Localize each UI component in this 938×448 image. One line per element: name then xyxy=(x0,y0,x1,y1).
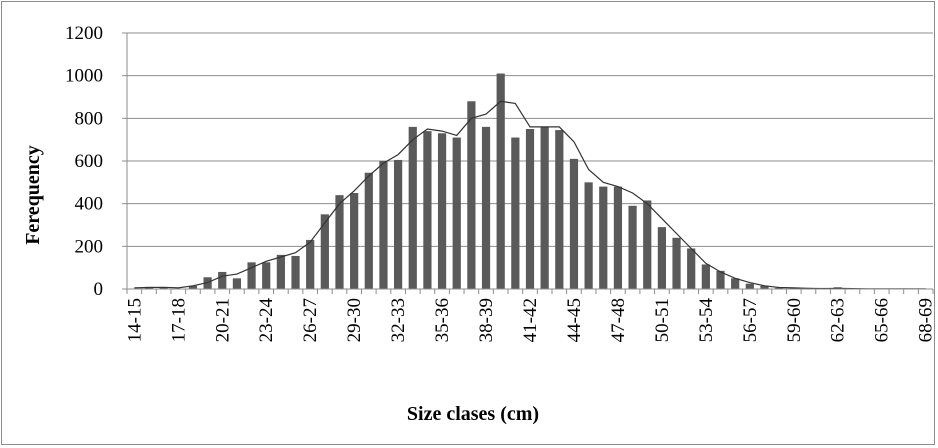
x-tick-label: 59-60 xyxy=(784,298,805,342)
bar xyxy=(408,126,417,289)
x-tick-label: 62-63 xyxy=(828,298,849,342)
bar xyxy=(320,214,329,289)
trend-line-layer xyxy=(134,100,926,290)
x-tick-label: 53-54 xyxy=(696,298,717,343)
y-tick-label: 0 xyxy=(94,279,104,300)
bar xyxy=(540,126,549,289)
bar xyxy=(672,237,681,289)
bar xyxy=(628,205,637,289)
bar xyxy=(555,130,564,289)
y-axis-title: Ferequency xyxy=(22,145,44,245)
y-tick-labels: 0 200 400 600 800 1000 1200 xyxy=(65,23,103,300)
x-tick-label: 38-39 xyxy=(476,298,497,342)
x-tick-label: 47-48 xyxy=(608,298,629,342)
bar xyxy=(525,129,535,289)
y-tick-label: 1200 xyxy=(65,23,103,44)
bar xyxy=(335,195,344,289)
bar xyxy=(262,262,271,289)
x-tick-label: 26-27 xyxy=(300,298,321,342)
x-tick-label: 50-51 xyxy=(652,298,673,342)
bar xyxy=(247,262,256,289)
x-tick-label: 65-66 xyxy=(872,298,893,342)
bar xyxy=(760,285,769,289)
bar xyxy=(569,158,579,289)
bar xyxy=(731,278,740,289)
trend-line xyxy=(134,100,926,290)
x-axis-title: Size clases (cm) xyxy=(407,403,539,425)
bar xyxy=(613,186,623,289)
bar xyxy=(276,254,285,289)
bar xyxy=(306,239,315,289)
bars xyxy=(130,73,930,290)
x-tick-label: 32-33 xyxy=(388,298,409,342)
bar xyxy=(291,255,300,289)
x-tick-label: 56-57 xyxy=(740,298,761,342)
bar xyxy=(188,285,198,289)
x-tick-labels: 14-15 17-18 20-21 23-24 26-27 29-30 32-33 35-36… xyxy=(124,298,936,343)
y-tick-label: 600 xyxy=(75,151,104,172)
gridlines xyxy=(127,32,933,247)
bar xyxy=(394,159,403,289)
bar xyxy=(452,137,461,289)
bar xyxy=(745,283,754,289)
bar xyxy=(481,126,491,289)
x-tick-label: 35-36 xyxy=(432,298,453,342)
bar xyxy=(159,287,168,289)
x-tick-label: 29-30 xyxy=(344,298,365,342)
x-tick-label: 44-45 xyxy=(564,298,585,342)
bar xyxy=(701,264,710,289)
x-tick-label: 14-15 xyxy=(124,298,145,342)
bar xyxy=(364,172,373,289)
bar xyxy=(511,137,520,289)
bar xyxy=(687,248,696,289)
bar xyxy=(657,227,666,289)
bar xyxy=(775,287,784,289)
x-tick-label: 68-69 xyxy=(916,298,937,342)
x-tick-label: 23-24 xyxy=(256,298,277,343)
bar xyxy=(716,270,725,289)
x-tick-label: 17-18 xyxy=(168,298,189,342)
bar xyxy=(643,200,652,289)
bar xyxy=(379,161,388,289)
bar xyxy=(467,101,476,290)
bar xyxy=(423,131,432,289)
bar xyxy=(599,186,608,289)
bar xyxy=(232,278,242,289)
bar xyxy=(350,193,359,289)
bar xyxy=(218,271,227,289)
y-tick-label: 1000 xyxy=(65,66,103,87)
y-tick-label: 800 xyxy=(75,108,104,129)
bar xyxy=(437,133,447,289)
x-tick-label: 41-42 xyxy=(520,298,541,342)
y-tick-label: 400 xyxy=(75,194,104,215)
bar xyxy=(496,73,505,290)
x-tick-label: 20-21 xyxy=(212,298,233,342)
bar xyxy=(584,182,593,289)
axes xyxy=(122,32,934,294)
y-tick-label: 200 xyxy=(75,236,104,257)
